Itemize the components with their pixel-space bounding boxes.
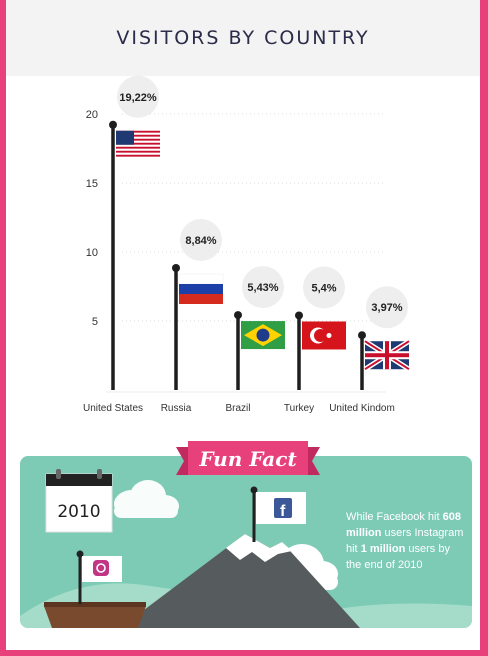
x-tick-label: Russia bbox=[161, 403, 192, 414]
flag-stripe bbox=[116, 144, 160, 147]
y-tick-label: 5 bbox=[92, 316, 98, 328]
fact-bold-part: 608 million bbox=[346, 511, 461, 539]
flag-band bbox=[178, 273, 224, 285]
flagpole-top bbox=[234, 311, 242, 320]
x-tick-label: United States bbox=[83, 403, 143, 414]
data-label: 5,43% bbox=[247, 282, 278, 294]
flag-stripe bbox=[116, 154, 160, 157]
fun-fact-text: While Facebook hit 608 million users Ins… bbox=[346, 509, 464, 573]
y-tick-label: 20 bbox=[86, 109, 98, 121]
calendar-year: 2010 bbox=[57, 502, 100, 522]
data-label-bubble bbox=[180, 219, 222, 262]
flag-stripe bbox=[116, 140, 160, 143]
data-label: 19,22% bbox=[119, 92, 157, 104]
data-label: 5,4% bbox=[311, 282, 336, 294]
cloud bbox=[114, 480, 179, 518]
x-tick-label: Brazil bbox=[225, 403, 250, 414]
flag-stripe bbox=[116, 156, 160, 159]
fun-fact-scene: f 2010 bbox=[20, 469, 472, 628]
facebook-icon-glyph: f bbox=[280, 503, 286, 520]
instagram-icon-lens bbox=[96, 563, 106, 573]
flag-stripe bbox=[116, 150, 160, 153]
flag-stripe bbox=[116, 130, 160, 133]
flag-band bbox=[179, 294, 223, 305]
instagram-icon bbox=[93, 560, 109, 576]
flagpole-top bbox=[172, 264, 180, 273]
flagpole-top bbox=[358, 331, 366, 340]
flag-star bbox=[326, 332, 332, 338]
fact-text-part: While Facebook hit bbox=[346, 511, 443, 523]
fact-text-part: users by the end of 2010 bbox=[346, 543, 450, 571]
y-tick-label: 15 bbox=[86, 178, 98, 190]
fun-fact-panel: f 2010 While Facebook hit 608 million us… bbox=[20, 456, 472, 628]
visitors-chart: 5 10 15 20 19,22% United States 8,84% Russia 5,4… bbox=[83, 76, 411, 414]
flag-stripe bbox=[116, 146, 160, 149]
flag-canton bbox=[116, 130, 134, 145]
fact-text-part: users Instagram hit bbox=[346, 527, 464, 555]
fun-fact-title: Fun Fact bbox=[199, 447, 297, 471]
flag-stripe bbox=[116, 142, 160, 145]
infographic-panel: VISITORS BY COUNTRY 5 10 15 20 19,22% United … bbox=[6, 0, 480, 650]
x-tick-label: United Kindom bbox=[329, 403, 395, 414]
y-tick-label: 10 bbox=[86, 247, 98, 259]
data-label-bubble bbox=[366, 286, 408, 329]
flag-stripe bbox=[116, 138, 160, 141]
mountain-snow bbox=[226, 534, 292, 562]
fact-bold-part: 1 million bbox=[360, 543, 406, 555]
title-bar: VISITORS BY COUNTRY bbox=[6, 0, 480, 76]
calendar-icon: 2010 bbox=[45, 469, 113, 533]
fun-fact-badge: Fun Fact bbox=[176, 437, 320, 481]
badge-ribbon bbox=[176, 441, 320, 475]
flag-stripe bbox=[116, 134, 160, 137]
flag-crescent-cut bbox=[314, 328, 327, 342]
data-label-bubble bbox=[117, 76, 159, 118]
boat-hull bbox=[44, 606, 146, 628]
flag-globe bbox=[256, 328, 270, 342]
data-label: 8,84% bbox=[185, 235, 216, 247]
mountain bbox=[120, 534, 360, 628]
data-label-bubble bbox=[303, 266, 345, 309]
page-title: VISITORS BY COUNTRY bbox=[116, 27, 370, 49]
flag-stripe bbox=[116, 148, 160, 151]
flagpole-top bbox=[295, 311, 303, 320]
flag-stripe bbox=[116, 152, 160, 155]
flag-cross-red bbox=[365, 353, 409, 358]
boat-rail bbox=[44, 602, 146, 607]
data-label-bubble bbox=[242, 266, 284, 309]
facebook-icon bbox=[274, 498, 292, 518]
flag-stripe bbox=[116, 136, 160, 139]
data-label: 3,97% bbox=[371, 302, 402, 314]
flagpole-top bbox=[109, 120, 117, 129]
flag-band bbox=[179, 284, 223, 295]
flag-stripe bbox=[116, 132, 160, 135]
flagpole-top bbox=[250, 486, 258, 494]
flagpole-top bbox=[76, 550, 84, 558]
x-tick-label: Turkey bbox=[284, 403, 314, 414]
